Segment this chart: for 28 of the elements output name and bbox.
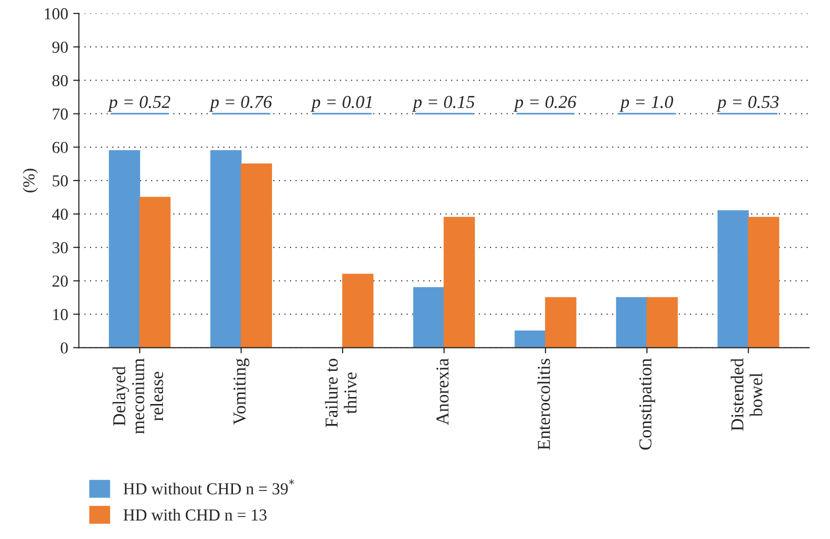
- y-tick-label: 40: [52, 208, 68, 220]
- y-tick-label: 0: [60, 342, 68, 354]
- annotation: p = 0.52: [108, 96, 170, 112]
- y-tick-label: 100: [44, 8, 68, 20]
- y-tick-label: 50: [52, 175, 68, 187]
- x-tick-label: Constipation: [639, 358, 656, 450]
- y-tick-label: 20: [52, 276, 68, 287]
- annotation: p = 0.76: [209, 96, 272, 112]
- annotation: p = 0.26: [514, 96, 576, 112]
- x-tick-label: Anorexia: [436, 358, 449, 426]
- x-tick-label: Failure to thrive: [324, 358, 357, 428]
- annotation: p = 1.0: [619, 96, 674, 112]
- x-tick-label: Distended bowel: [730, 358, 762, 431]
- y-tick-label: 30: [52, 242, 68, 254]
- y-tick-label: 70: [52, 108, 68, 120]
- x-tick-label: Enterocolitis: [537, 358, 550, 450]
- legend-label: HD without CHD n = 39$^{*}$: [124, 479, 294, 494]
- y-tick-label: 10: [53, 308, 68, 320]
- y-axis-title: (%): [22, 168, 38, 192]
- y-tick-label: 60: [52, 142, 68, 154]
- x-tick-label: Delayed meconium release: [112, 358, 164, 434]
- annotation: p = 0.53: [716, 96, 779, 112]
- legend-label: HD with CHD n = 13: [124, 508, 267, 521]
- y-tick-label: 90: [52, 42, 68, 53]
- x-tick-label: Vomiting: [233, 358, 250, 425]
- annotation: p = 0.15: [412, 96, 474, 112]
- annotation: p = 0.01: [310, 96, 372, 112]
- y-tick-label: 80: [52, 75, 68, 86]
